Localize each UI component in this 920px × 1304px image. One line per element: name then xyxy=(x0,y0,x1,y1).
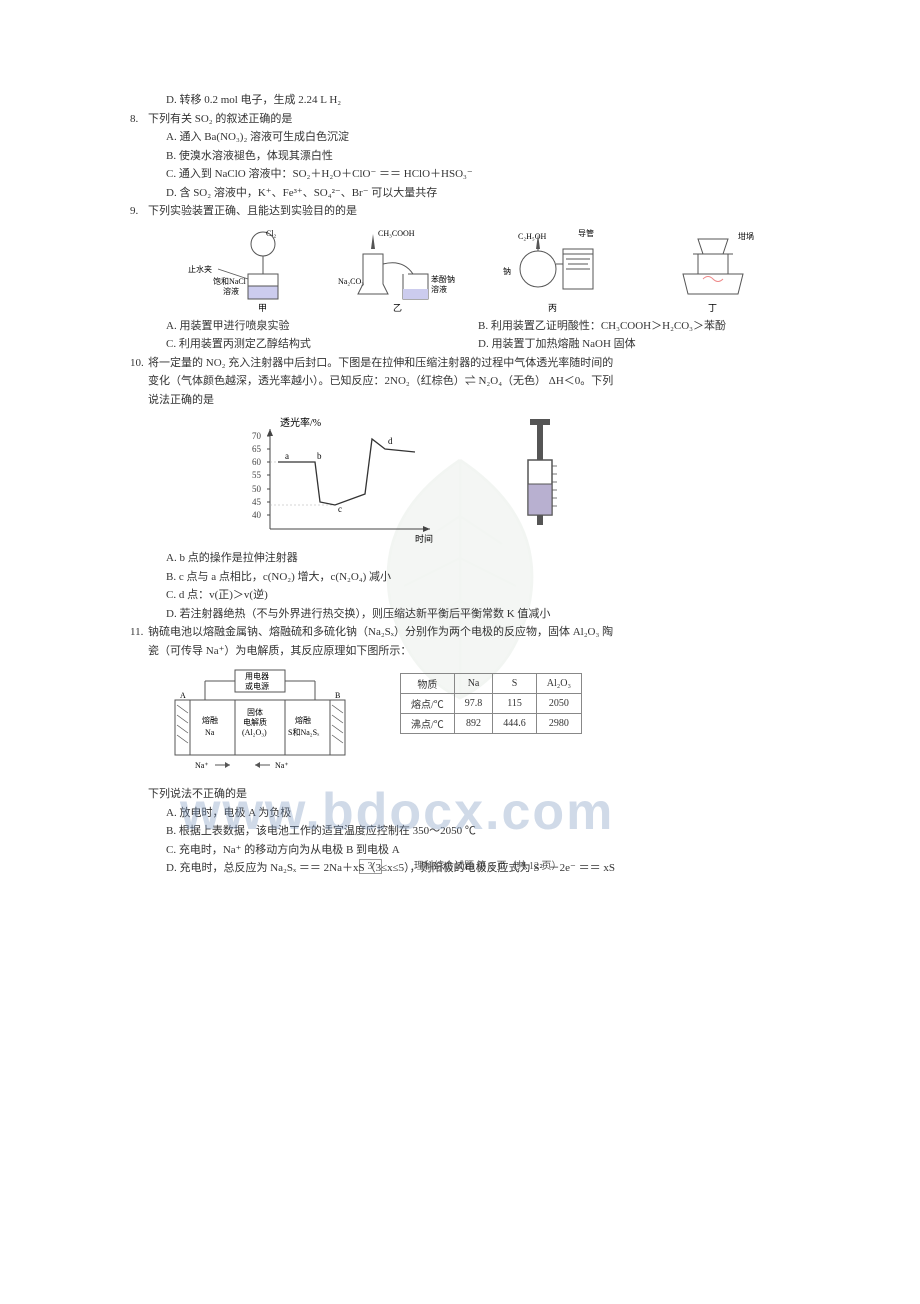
svg-text:熔融: 熔融 xyxy=(202,715,218,725)
q9-diagrams: Cl₂ 止水夹 饱和NaCl 溶液 甲 CH₃COOH Na₂CO₃ 苯酚钠 xyxy=(170,224,790,314)
q11-num: 11. xyxy=(130,624,148,641)
apparatus-1: Cl₂ 止水夹 饱和NaCl 溶液 甲 xyxy=(178,224,318,314)
q9-num: 9. xyxy=(130,203,148,220)
q10-d: D. 若注射器绝热（不与外界进行热交换），则压缩达新平衡后平衡常数 K 值减小 xyxy=(130,606,790,623)
q9-stem: 下列实验装置正确、且能达到实验目的的是 xyxy=(148,203,357,220)
q9-options-cd: C. 利用装置丙测定乙醇结构式 D. 用装置丁加热熔融 NaOH 固体 xyxy=(130,336,790,353)
q11: 11. 钠硫电池以熔融金属钠、熔融硫和多硫化钠（Na₂Sₓ）分别作为两个电极的反… xyxy=(130,624,790,641)
svg-text:Na⁺: Na⁺ xyxy=(195,761,209,770)
q8-b: B. 使溴水溶液褪色，体现其漂白性 xyxy=(130,148,790,165)
apparatus-2: CH₃COOH Na₂CO₃ 苯酚钠 溶液 乙 xyxy=(333,224,473,314)
q8-a: A. 通入 Ba(NO₃)₂ 溶液可生成白色沉淀 xyxy=(130,129,790,146)
q10-b: B. c 点与 a 点相比，c(NO₂) 增大，c(N₂O₄) 减小 xyxy=(130,569,790,586)
q8-stem: 下列有关 SO₂ 的叙述正确的是 xyxy=(148,111,292,128)
svg-text:Na⁺: Na⁺ xyxy=(275,761,289,770)
q9: 9. 下列实验装置正确、且能达到实验目的的是 xyxy=(130,203,790,220)
table-row: 熔点/℃ 97.8 115 2050 xyxy=(401,694,582,714)
q11-a: A. 放电时，电极 A 为负极 xyxy=(130,805,790,822)
svg-text:坩埚: 坩埚 xyxy=(738,231,754,241)
svg-text:65: 65 xyxy=(252,444,262,454)
q10-num: 10. xyxy=(130,355,148,372)
table-row: 物质 Na S Al₂O₃ xyxy=(401,674,582,694)
svg-text:溶液: 溶液 xyxy=(431,284,447,294)
svg-text:时间: 时间 xyxy=(415,533,433,544)
svg-text:丁: 丁 xyxy=(708,303,717,313)
svg-text:S和Na₂Sₓ: S和Na₂Sₓ xyxy=(288,728,320,737)
svg-text:丙: 丙 xyxy=(548,303,557,313)
svg-text:苯酚钠: 苯酚钠 xyxy=(431,274,455,284)
svg-text:45: 45 xyxy=(252,497,262,507)
apparatus-4: 坩埚 丁 xyxy=(643,224,783,314)
svg-text:50: 50 xyxy=(252,484,262,494)
q10: 10. 将一定量的 NO₂ 充入注射器中后封口。下图是在拉伸和压缩注射器的过程中… xyxy=(130,355,790,372)
svg-text:透光率/%: 透光率/% xyxy=(280,416,321,429)
q11-stem1: 钠硫电池以熔融金属钠、熔融硫和多硫化钠（Na₂Sₓ）分别作为两个电极的反应物，固… xyxy=(148,624,613,641)
q9-c: C. 利用装置丙测定乙醇结构式 xyxy=(166,336,478,353)
q10-c: C. d 点：v(正)＞v(逆) xyxy=(130,587,790,604)
q8: 8. 下列有关 SO₂ 的叙述正确的是 xyxy=(130,111,790,128)
transmittance-chart: 透光率/% 时间 70 65 60 55 50 45 40 a b c xyxy=(230,414,450,544)
svg-text:B: B xyxy=(335,691,340,700)
q8-num: 8. xyxy=(130,111,148,128)
q10-stem3: 说法正确的是 xyxy=(130,392,790,409)
svg-text:55: 55 xyxy=(252,470,262,480)
q10-stem2: 变化（气体颜色越深，透光率越小）。已知反应：2NO₂（红棕色）⇌ N₂O₄（无色… xyxy=(130,373,790,390)
battery-diagram: 用电器 或电源 熔融 Na 固体 电解质 (Al₂O₃) 熔融 S和Na₂Sₓ xyxy=(150,665,370,780)
svg-text:b: b xyxy=(317,451,322,461)
q11-stem2: 瓷（可传导 Na⁺）为电解质，其反应原理如下图所示： xyxy=(130,643,790,660)
svg-text:甲: 甲 xyxy=(258,303,267,313)
svg-text:Na₂CO₃: Na₂CO₃ xyxy=(338,277,364,286)
svg-text:电解质: 电解质 xyxy=(243,717,267,727)
q10-stem1: 将一定量的 NO₂ 充入注射器中后封口。下图是在拉伸和压缩注射器的过程中气体透光… xyxy=(148,355,613,372)
q9-d: D. 用装置丁加热熔融 NaOH 固体 xyxy=(478,336,790,353)
q11-c: C. 充电时，Na⁺ 的移动方向为从电极 B 到电极 A xyxy=(130,842,790,859)
svg-text:C₂H₅OH: C₂H₅OH xyxy=(518,232,546,241)
q11-d: D. 充电时，总反应为 Na₂Sₓ ＝＝ 2Na＋xS（3≤x≤5），则阳极的电… xyxy=(130,860,790,877)
q10-a: A. b 点的操作是拉伸注射器 xyxy=(130,550,790,567)
svg-text:a: a xyxy=(285,451,289,461)
svg-text:乙: 乙 xyxy=(393,303,402,313)
melting-point-table: 物质 Na S Al₂O₃ 熔点/℃ 97.8 115 2050 沸点/℃ 89… xyxy=(400,673,582,734)
q8-d: D. 含 SO₂ 溶液中，K⁺、Fe³⁺、SO₄²⁻、Br⁻ 可以大量共存 xyxy=(130,185,790,202)
svg-text:溶液: 溶液 xyxy=(223,286,239,296)
apparatus-3: C₂H₅OH 导管 钠 丙 xyxy=(488,224,628,314)
svg-text:Cl₂: Cl₂ xyxy=(266,229,277,238)
svg-text:c: c xyxy=(338,504,342,514)
svg-text:(Al₂O₃): (Al₂O₃) xyxy=(242,728,267,737)
q9-options-ab: A. 用装置甲进行喷泉实验 B. 利用装置乙证明酸性：CH₃COOH＞H₂CO₃… xyxy=(130,318,790,335)
svg-text:Na: Na xyxy=(205,728,215,737)
q9-b: B. 利用装置乙证明酸性：CH₃COOH＞H₂CO₃＞苯酚 xyxy=(478,318,790,335)
q8-c: C. 通入到 NaClO 溶液中：SO₂＋H₂O＋ClO⁻ ＝＝ HClO＋HS… xyxy=(130,166,790,183)
svg-text:止水夹: 止水夹 xyxy=(188,264,212,274)
svg-text:熔融: 熔融 xyxy=(295,715,311,725)
syringe-icon xyxy=(510,414,570,534)
svg-text:用电器: 用电器 xyxy=(245,671,269,681)
q9-a: A. 用装置甲进行喷泉实验 xyxy=(166,318,478,335)
svg-text:或电源: 或电源 xyxy=(245,681,269,691)
svg-text:70: 70 xyxy=(252,431,262,441)
svg-text:固体: 固体 xyxy=(247,707,263,717)
q11-b: B. 根据上表数据，该电池工作的适宜温度应控制在 350～2050 ℃ xyxy=(130,823,790,840)
q7-option-d: D. 转移 0.2 mol 电子，生成 2.24 L H₂ xyxy=(130,92,790,109)
svg-text:d: d xyxy=(388,436,393,446)
svg-text:钠: 钠 xyxy=(503,266,511,276)
q10-chart-area: 透光率/% 时间 70 65 60 55 50 45 40 a b c xyxy=(230,414,790,544)
svg-text:60: 60 xyxy=(252,457,262,467)
svg-text:导管: 导管 xyxy=(578,228,594,238)
svg-text:CH₃COOH: CH₃COOH xyxy=(378,229,415,238)
svg-text:A: A xyxy=(180,691,186,700)
svg-text:饱和NaCl: 饱和NaCl xyxy=(213,276,247,286)
svg-text:40: 40 xyxy=(252,510,262,520)
q11-stem3: 下列说法不正确的是 xyxy=(130,786,790,803)
q11-diagram-area: 用电器 或电源 熔融 Na 固体 电解质 (Al₂O₃) 熔融 S和Na₂Sₓ xyxy=(150,665,790,780)
table-row: 沸点/℃ 892 444.6 2980 xyxy=(401,714,582,734)
